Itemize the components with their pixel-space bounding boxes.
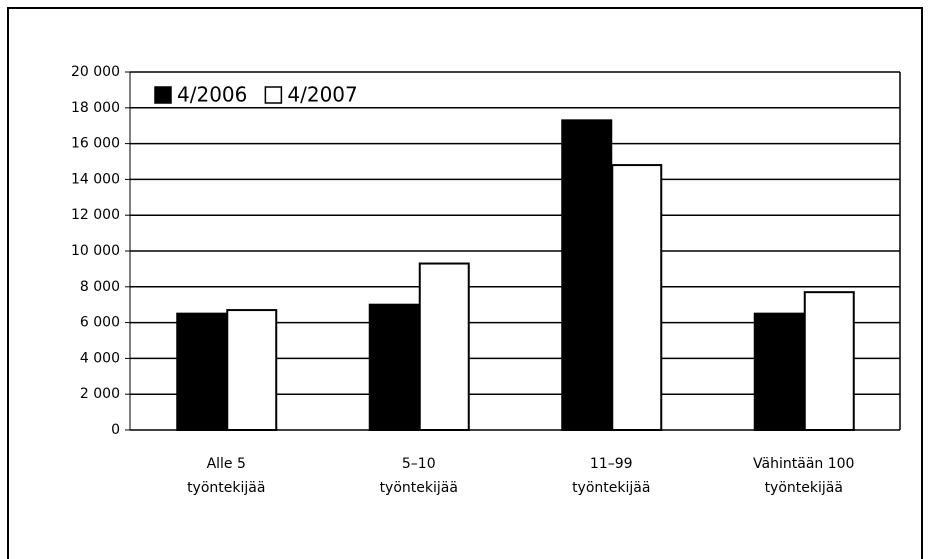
- bar: [176, 312, 228, 431]
- y-tick-label: 2 000: [80, 386, 120, 402]
- y-tick-label: 18 000: [71, 100, 120, 116]
- bar: [803, 291, 855, 432]
- bar: [226, 309, 278, 432]
- bar: [368, 303, 420, 432]
- y-tick-label: 12 000: [71, 207, 120, 223]
- y-tick-label: 0: [111, 422, 120, 438]
- y-tick-label: 14 000: [71, 171, 120, 187]
- y-tick-label: 6 000: [80, 315, 120, 331]
- legend-label: 4/2006: [177, 83, 247, 107]
- bar: [418, 262, 470, 431]
- x-tick-label: Alle 5 työntekijää: [187, 456, 266, 496]
- legend-swatch: [154, 86, 172, 104]
- y-tick-label: 16 000: [71, 136, 120, 152]
- y-tick-label: 4 000: [80, 350, 120, 366]
- x-tick-label: 11–99 työntekijää: [572, 456, 651, 496]
- bar: [753, 312, 805, 431]
- bar: [561, 119, 613, 432]
- frame: [7, 7, 923, 559]
- y-tick-label: 20 000: [71, 64, 120, 80]
- y-tick-label: 10 000: [71, 243, 120, 259]
- bar: [611, 164, 663, 432]
- y-tick-label: 8 000: [80, 279, 120, 295]
- legend-label: 4/2007: [287, 83, 357, 107]
- x-tick-label: Vähintään 100 työntekijää: [753, 456, 855, 496]
- legend-swatch: [264, 86, 283, 104]
- x-tick-label: 5–10 työntekijää: [379, 456, 458, 496]
